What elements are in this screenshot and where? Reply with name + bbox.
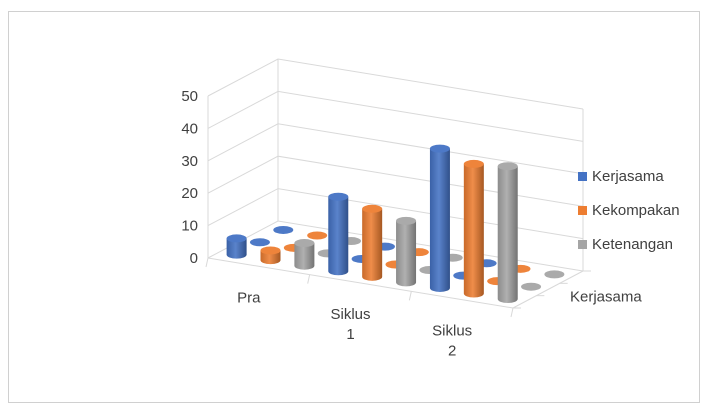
category-label: Siklus 2 bbox=[432, 323, 472, 360]
y-tick-labels: 0 10 20 30 40 50 bbox=[181, 88, 198, 267]
bar-body bbox=[497, 166, 518, 304]
bar-body bbox=[396, 220, 417, 287]
legend-label: Kerjasama bbox=[592, 168, 664, 185]
bar-kekompakan-3-1 bbox=[463, 159, 484, 298]
bar-body bbox=[463, 163, 484, 298]
y-tick-label: 30 bbox=[181, 153, 198, 170]
y-tick-label: 50 bbox=[181, 88, 198, 105]
category-labels: Pra Siklus 1 Siklus 2 Kerjasama bbox=[237, 289, 642, 360]
bar-ketenangan-3-1 bbox=[497, 162, 518, 304]
y-tick-label: 0 bbox=[190, 250, 198, 267]
legend-item: Kerjasama bbox=[578, 168, 664, 185]
bar-ketenangan-1-1 bbox=[294, 239, 315, 270]
legend-swatch bbox=[578, 240, 587, 249]
y-tick-label: 10 bbox=[181, 218, 198, 235]
bar-kerjasama-1-3 bbox=[273, 225, 294, 234]
bar-top bbox=[328, 192, 349, 201]
bar-ketenangan-3-2 bbox=[521, 282, 542, 291]
gridline bbox=[207, 90, 584, 142]
bar-top bbox=[463, 159, 484, 168]
floor-right-edge bbox=[512, 270, 584, 309]
bar-kerjasama-2-1 bbox=[328, 192, 349, 276]
bar-body bbox=[226, 238, 247, 259]
legend-label: Kekompakan bbox=[592, 202, 680, 219]
bar-top bbox=[544, 270, 565, 279]
bar-top bbox=[396, 216, 417, 225]
bar-kerjasama-1-2 bbox=[249, 238, 270, 247]
y-tick-label: 40 bbox=[181, 120, 198, 137]
bar-top bbox=[294, 239, 315, 248]
bar-body bbox=[429, 148, 450, 292]
bar-kekompakan-1-1 bbox=[260, 246, 281, 265]
bar-layer bbox=[226, 144, 565, 304]
bar-ketenangan-2-1 bbox=[396, 216, 417, 287]
bar-kekompakan-2-1 bbox=[362, 204, 383, 281]
category-label: Pra bbox=[237, 289, 261, 306]
bar-top bbox=[249, 238, 270, 247]
bar-top bbox=[497, 162, 518, 171]
floor-front-edge bbox=[207, 257, 514, 309]
category-label: Siklus 1 bbox=[330, 306, 370, 343]
legend-swatch bbox=[578, 172, 587, 181]
gridline bbox=[207, 123, 584, 175]
gridline bbox=[207, 58, 584, 110]
category-tick bbox=[510, 307, 514, 318]
bar-top bbox=[226, 234, 247, 243]
legend-label: Ketenangan bbox=[592, 236, 673, 253]
bar-body bbox=[294, 243, 315, 270]
bar-top bbox=[362, 204, 383, 213]
category-tick bbox=[307, 274, 311, 284]
bar-top bbox=[307, 231, 328, 240]
category-tick bbox=[205, 257, 209, 268]
bar-body bbox=[328, 196, 349, 276]
bar-kerjasama-1-1 bbox=[226, 234, 247, 259]
legend-item: Kekompakan bbox=[578, 202, 680, 219]
category-tick bbox=[408, 291, 412, 301]
bar-top bbox=[273, 225, 294, 234]
bar-top bbox=[429, 144, 450, 153]
bar-ketenangan-3-3 bbox=[544, 270, 565, 279]
legend-swatch bbox=[578, 206, 587, 215]
bar-kerjasama-3-1 bbox=[429, 144, 450, 292]
bar-top bbox=[521, 282, 542, 291]
bar-kekompakan-1-3 bbox=[307, 231, 328, 240]
bar-body bbox=[362, 208, 383, 281]
gridline bbox=[207, 155, 584, 207]
depth-axis-label: Kerjasama bbox=[570, 289, 642, 306]
gridline bbox=[207, 188, 584, 240]
bar-top bbox=[260, 246, 281, 255]
legend: Kerjasama Kekompakan Ketenangan bbox=[578, 168, 680, 253]
y-tick-label: 20 bbox=[181, 185, 198, 202]
legend-item: Ketenangan bbox=[578, 236, 673, 253]
